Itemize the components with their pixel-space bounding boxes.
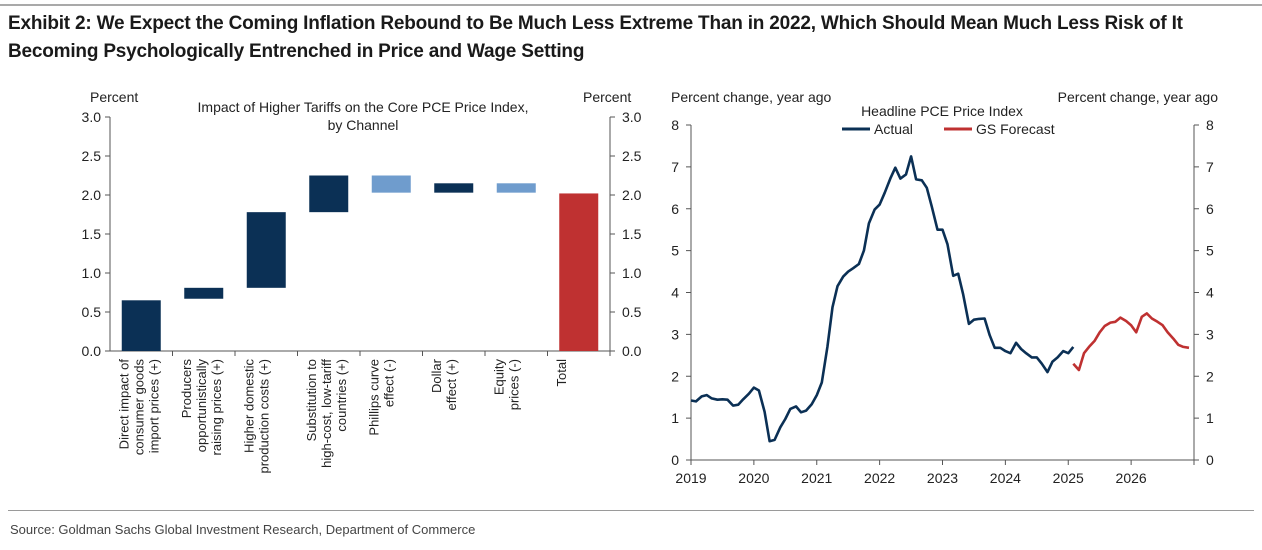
legend-label: Actual <box>874 121 913 137</box>
y-tick-label: 1.5 <box>82 226 102 242</box>
y-tick-label-right: 5 <box>1206 243 1214 259</box>
y-axis-title-right: Percent <box>583 89 631 105</box>
y-tick-label-right: 7 <box>1206 159 1214 175</box>
y-tick-label: 0.0 <box>82 343 102 359</box>
exhibit-title: Exhibit 2: We Expect the Coming Inflatio… <box>8 13 1183 62</box>
waterfall-bar <box>434 183 474 193</box>
category-label: effect (-) <box>381 359 396 407</box>
legend-label: GS Forecast <box>976 121 1055 137</box>
category-label: Dollar <box>429 358 444 393</box>
y-axis-title-left: Percent <box>90 89 138 105</box>
waterfall-bar <box>559 193 599 351</box>
category-label: Substitution to <box>304 359 319 441</box>
category-label: raising prices (+) <box>209 359 224 455</box>
chart-title: Impact of Higher Tariffs on the Core PCE… <box>198 99 529 115</box>
category-label: Total <box>554 359 569 387</box>
x-tick-label: 2020 <box>738 470 769 486</box>
category-label: consumer goods <box>131 359 146 456</box>
y-tick-label-right: 1 <box>1206 410 1214 426</box>
source-rule <box>8 510 1254 511</box>
y-tick-label-right: 0 <box>1206 452 1214 468</box>
x-tick-label: 2023 <box>927 470 958 486</box>
y-tick-label-right: 1.0 <box>622 265 642 281</box>
waterfall-bar <box>309 175 349 213</box>
category-label: Producers <box>179 359 194 419</box>
category-label: high-cost, low-tariff <box>319 359 334 468</box>
x-tick-label: 2025 <box>1053 470 1084 486</box>
y-tick-label-right: 6 <box>1206 201 1214 217</box>
series-line <box>690 155 1075 443</box>
x-tick-label: 2024 <box>990 470 1021 486</box>
x-tick-label: 2026 <box>1116 470 1147 486</box>
source-note: Source: Goldman Sachs Global Investment … <box>10 522 476 537</box>
y-tick-label: 5 <box>671 243 679 259</box>
waterfall-bar <box>246 212 286 288</box>
y-tick-label: 1 <box>671 410 679 426</box>
y-tick-label-right: 2 <box>1206 368 1214 384</box>
y-axis-title-left: Percent change, year ago <box>671 89 832 105</box>
x-tick-label: 2019 <box>675 470 706 486</box>
y-tick-label: 0 <box>671 452 679 468</box>
y-axis-title-right: Percent change, year ago <box>1058 89 1219 105</box>
y-tick-label: 2 <box>671 368 679 384</box>
chart-title: Headline PCE Price Index <box>861 103 1023 119</box>
chart-title-line2: by Channel <box>328 117 399 133</box>
y-tick-label: 3 <box>671 326 679 342</box>
y-tick-label-right: 2.5 <box>622 148 642 164</box>
y-tick-label: 0.5 <box>82 304 102 320</box>
y-tick-label-right: 4 <box>1206 285 1214 301</box>
category-label: production costs (+) <box>256 359 271 474</box>
y-tick-label: 7 <box>671 159 679 175</box>
y-tick-label: 6 <box>671 201 679 217</box>
x-tick-label: 2022 <box>864 470 895 486</box>
category-label: Higher domestic <box>241 359 256 453</box>
series-line <box>1072 312 1190 372</box>
y-tick-label-right: 3 <box>1206 326 1214 342</box>
y-tick-label-right: 2.0 <box>622 187 642 203</box>
x-tick-label: 2021 <box>801 470 832 486</box>
waterfall-bar <box>496 183 536 193</box>
y-tick-label-right: 0.0 <box>622 343 642 359</box>
y-tick-label: 4 <box>671 285 679 301</box>
y-tick-label-right: 3.0 <box>622 109 642 125</box>
category-label: Direct impact of <box>116 359 131 450</box>
category-label: import prices (+) <box>146 359 161 453</box>
y-tick-label: 2.0 <box>82 187 102 203</box>
title-rule <box>0 4 1262 6</box>
y-tick-label-right: 0.5 <box>622 304 642 320</box>
category-label: Equity <box>491 359 506 396</box>
category-label: countries (+) <box>334 359 349 432</box>
category-label: effect (+) <box>444 359 459 410</box>
y-tick-label-right: 8 <box>1206 117 1214 133</box>
y-tick-label: 8 <box>671 117 679 133</box>
waterfall-bar <box>184 287 224 299</box>
category-label: Phillips curve <box>366 359 381 436</box>
waterfall-bar <box>371 175 411 193</box>
y-tick-label: 1.0 <box>82 265 102 281</box>
category-label: opportunistically <box>194 359 209 453</box>
category-label: prices (-) <box>506 359 521 410</box>
y-tick-label: 2.5 <box>82 148 102 164</box>
waterfall-bar <box>121 300 161 351</box>
y-tick-label-right: 1.5 <box>622 226 642 242</box>
y-tick-label: 3.0 <box>82 109 102 125</box>
